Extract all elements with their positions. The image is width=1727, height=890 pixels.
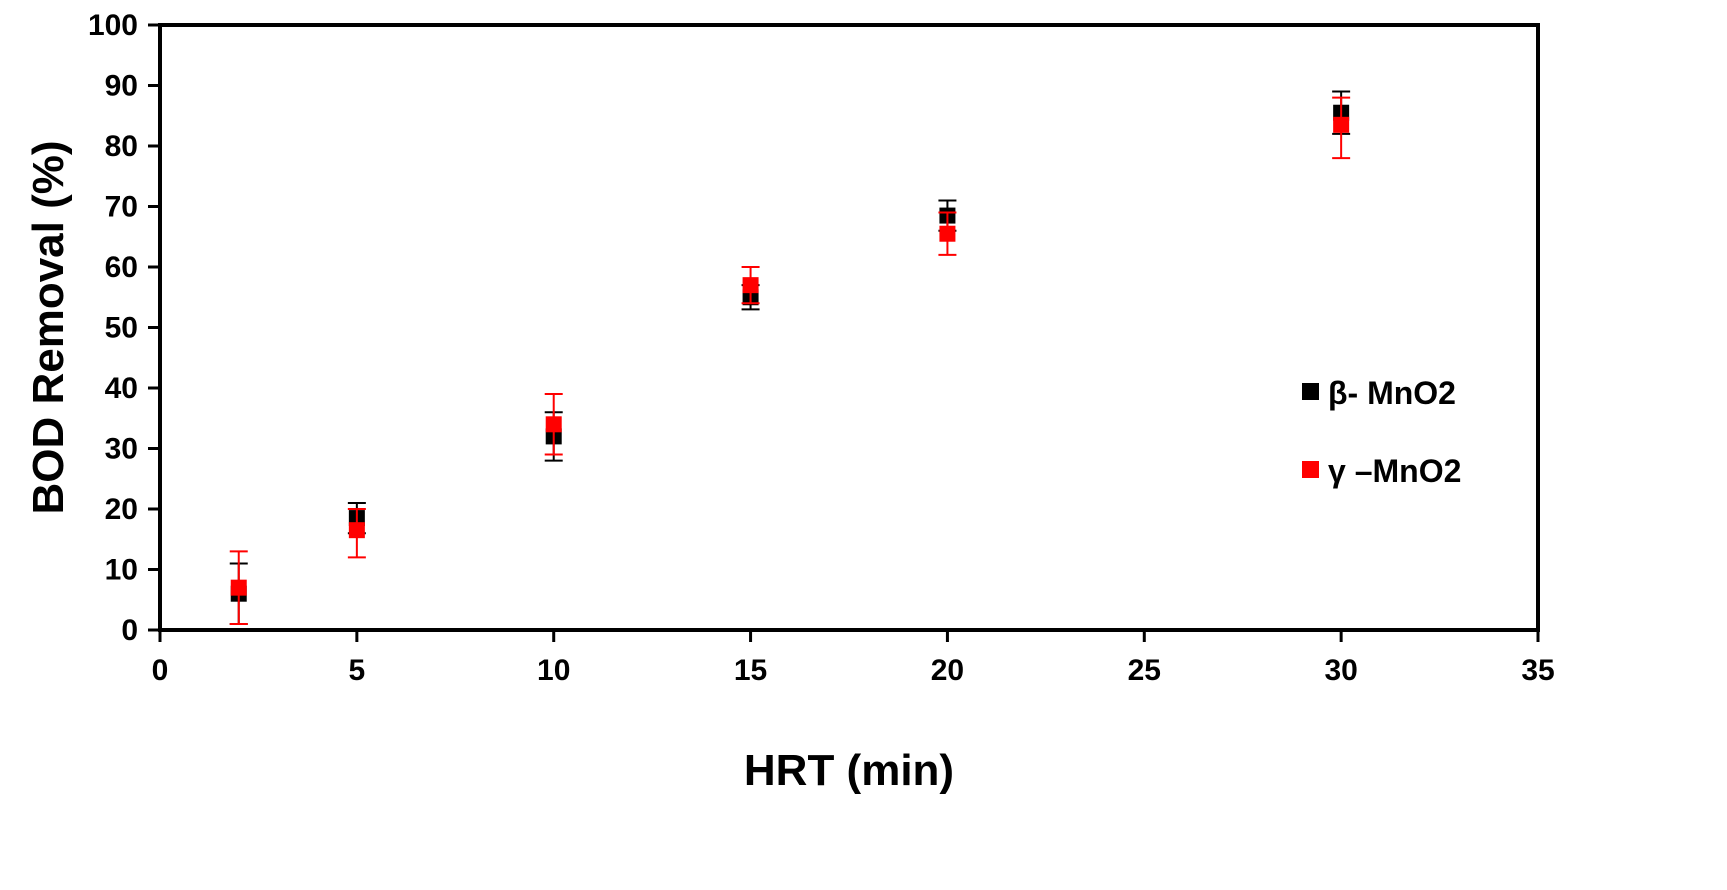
y-tick-label: 30 (105, 433, 138, 466)
plot-area (158, 23, 1540, 632)
data-point (545, 416, 562, 433)
x-tick-label: 30 (1324, 654, 1357, 687)
legend-label-gamma: γ –MnO2 (1328, 453, 1461, 489)
y-tick-label: 90 (105, 70, 138, 103)
plot-frame (158, 23, 1540, 632)
x-tick-label: 25 (1128, 654, 1161, 687)
y-axis-ticks: 0 10 20 30 40 50 60 70 80 90 100 (88, 9, 160, 647)
y-tick-label: 40 (105, 372, 138, 405)
x-tick-label: 0 (152, 654, 169, 687)
data-point (939, 225, 956, 242)
legend-label-beta: β- MnO2 (1328, 375, 1456, 411)
x-tick-label: 15 (734, 654, 767, 687)
x-tick-label: 20 (931, 654, 964, 687)
x-tick-label: 5 (349, 654, 366, 687)
y-tick-label: 10 (105, 554, 138, 587)
series-gamma (229, 96, 1351, 625)
legend-marker-gamma (1302, 461, 1319, 478)
y-axis-title: BOD Removal (%) (24, 140, 73, 514)
x-axis-ticks: 0 5 10 15 20 25 30 35 (152, 630, 1555, 687)
series-layer (229, 90, 1351, 625)
y-tick-label: 0 (121, 614, 138, 647)
legend: β- MnO2 γ –MnO2 (1302, 375, 1461, 489)
series-beta (229, 90, 1351, 625)
legend-marker-beta (1302, 383, 1319, 400)
data-point (348, 522, 365, 539)
y-tick-label: 100 (88, 9, 138, 42)
y-tick-label: 60 (105, 251, 138, 284)
y-tick-label: 20 (105, 493, 138, 526)
data-point (1333, 116, 1350, 133)
y-tick-label: 80 (105, 130, 138, 163)
x-axis-title: HRT (min) (744, 746, 954, 795)
y-tick-label: 50 (105, 312, 138, 345)
data-point (230, 579, 247, 596)
x-tick-label: 10 (537, 654, 570, 687)
y-tick-label: 70 (105, 191, 138, 224)
x-tick-label: 35 (1521, 654, 1554, 687)
data-point (742, 277, 759, 294)
